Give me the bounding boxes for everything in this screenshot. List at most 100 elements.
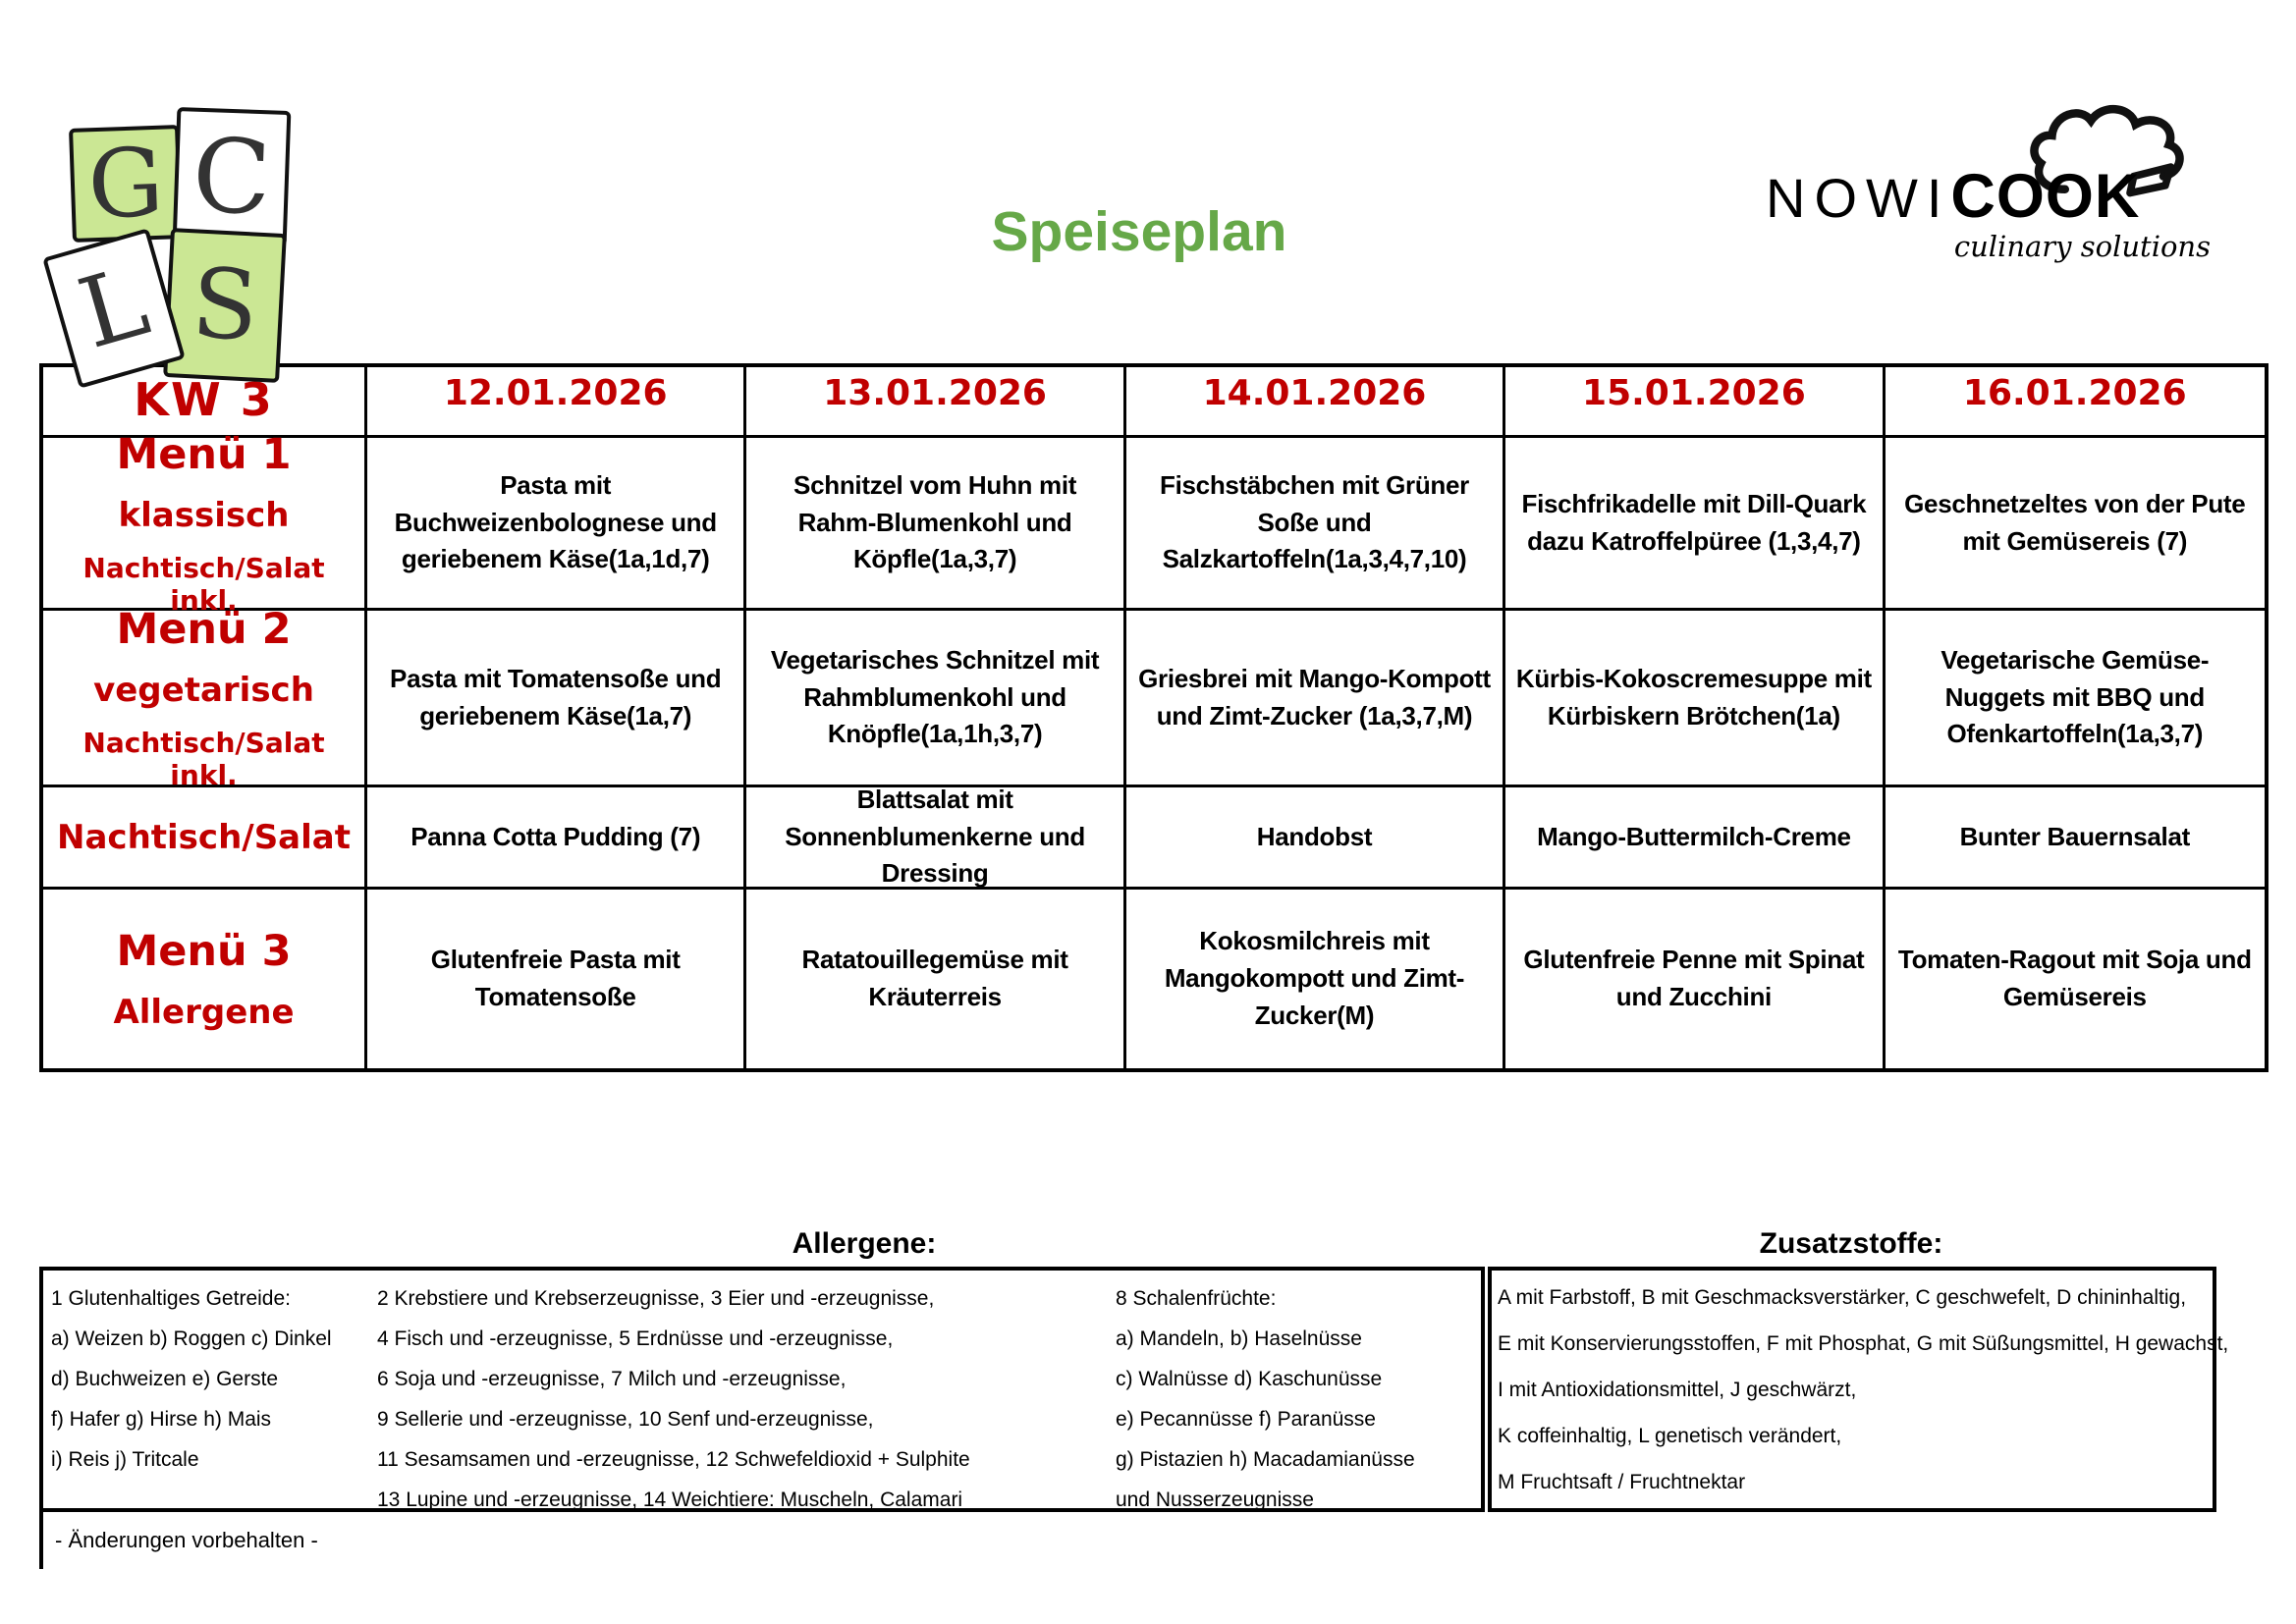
date-header-cell: 16.01.2026 xyxy=(1885,367,2265,438)
allergen-line: und Nusserzeugnisse xyxy=(1116,1489,1314,1511)
date-label: 12.01.2026 xyxy=(443,373,668,413)
changes-note: - Änderungen vorbehalten - xyxy=(39,1512,746,1569)
logo-tile-c: C xyxy=(172,107,292,246)
logo-letter: S xyxy=(189,247,261,363)
dish-cell: Mango-Buttermilch-Creme xyxy=(1505,787,1886,890)
dish-cell: Glutenfreie Pasta mit Tomatensoße xyxy=(367,890,747,1068)
dish-cell: Blattsalat mit Sonnenblumenkerne und Dre… xyxy=(746,785,1126,890)
additive-line: K coffeinhaltig, L genetisch verändert, xyxy=(1498,1425,1842,1447)
dish-cell: Vegetarisches Schnitzel mit Rahmblumenko… xyxy=(746,611,1126,787)
menu3-title: Menü 3 xyxy=(116,926,292,976)
menu1-title: Menü 1 xyxy=(116,429,292,479)
week-label: KW 3 xyxy=(134,373,274,426)
zusatzstoffe-box: A mit Farbstoff, B mit Geschmacksverstär… xyxy=(1488,1267,2228,1512)
row-label-menu1: Menü 1 klassisch Nachtisch/Salat inkl. xyxy=(43,430,367,617)
allergen-line: 2 Krebstiere und Krebserzeugnisse, 3 Eie… xyxy=(377,1287,935,1310)
allergen-line: c) Walnüsse d) Kaschunüsse xyxy=(1116,1368,1383,1390)
dish-text: Vegetarisches Schnitzel mit Rahmblumenko… xyxy=(770,644,1100,749)
dish-text: Blattsalat mit Sonnenblumenkerne und Dre… xyxy=(785,784,1085,889)
dish-cell: Panna Cotta Pudding (7) xyxy=(367,787,747,890)
dish-text: Fischfrikadelle mit Dill-Quark dazu Katr… xyxy=(1521,488,1867,556)
school-logo: G C L S xyxy=(42,93,298,389)
nowicook-tagline: culinary solutions xyxy=(1953,230,2211,263)
date-label: 16.01.2026 xyxy=(1962,373,2187,413)
menu1-subtitle: klassisch xyxy=(118,495,290,535)
logo-letter: G xyxy=(85,127,166,241)
date-label: 13.01.2026 xyxy=(823,373,1047,413)
dish-cell: Kokosmilchreis mit Mangokompott und Zimt… xyxy=(1126,890,1506,1068)
allergen-line: 1 Glutenhaltiges Getreide: xyxy=(51,1287,291,1310)
row-label-menu3: Menü 3 Allergene xyxy=(43,890,367,1068)
dish-text: Bunter Bauernsalat xyxy=(1959,821,2191,851)
menu2-subtitle: vegetarisch xyxy=(93,670,314,710)
dish-text: Tomaten-Ragout mit Soja und Gemüsereis xyxy=(1897,945,2252,1011)
date-label: 15.01.2026 xyxy=(1582,373,1806,413)
dish-cell: Tomaten-Ragout mit Soja und Gemüsereis xyxy=(1886,890,2265,1068)
date-label: 14.01.2026 xyxy=(1202,373,1427,413)
allergen-line: a) Weizen b) Roggen c) Dinkel xyxy=(51,1327,332,1350)
dish-text: Geschnetzeltes von der Pute mit Gemüsere… xyxy=(1904,488,2246,556)
allergen-line: d) Buchweizen e) Gerste xyxy=(51,1368,279,1390)
dish-text: Ratatouillegemüse mit Kräuterreis xyxy=(801,945,1068,1011)
dish-text: Schnitzel vom Huhn mit Rahm-Blumenkohl u… xyxy=(793,469,1077,574)
allergene-column-2: 2 Krebstiere und Krebserzeugnisse, 3 Eie… xyxy=(377,1278,970,1520)
logo-letter: C xyxy=(191,115,273,239)
allergen-line: f) Hafer g) Hirse h) Mais xyxy=(51,1408,272,1431)
allergen-line: 11 Sesamsamen und -erzeugnisse, 12 Schwe… xyxy=(377,1448,970,1471)
dish-text: Kürbis-Kokoscremesuppe mit Kürbiskern Br… xyxy=(1515,663,1872,731)
dish-cell: Fischfrikadelle mit Dill-Quark dazu Katr… xyxy=(1505,438,1886,611)
logo-letter: L xyxy=(68,245,160,371)
dish-text: Kokosmilchreis mit Mangokompott und Zimt… xyxy=(1164,926,1465,1030)
zusatzstoffe-heading: Zusatzstoffe: xyxy=(1759,1227,1943,1260)
dish-cell: Fischstäbchen mit Grüner Soße und Salzka… xyxy=(1125,438,1506,611)
menu-table: KW 3 12.01.2026 13.01.2026 14.01.2026 15… xyxy=(39,363,2269,1072)
chef-hat-icon xyxy=(2030,104,2184,197)
additive-line: E mit Konservierungsstoffen, F mit Phosp… xyxy=(1498,1332,2229,1355)
allergene-column-1: 1 Glutenhaltiges Getreide: a) Weizen b) … xyxy=(51,1278,332,1480)
nowicook-logo: NOWI COOK culinary solutions xyxy=(1766,104,2222,291)
dish-cell: Pasta mit Tomatensoße und geriebenem Käs… xyxy=(367,611,747,787)
allergen-line: 8 Schalenfrüchte: xyxy=(1116,1287,1277,1310)
dish-cell: Vegetarische Gemüse-Nuggets mit BBQ und … xyxy=(1885,611,2265,787)
allergen-line: 13 Lupine und -erzeugnisse, 14 Weichtier… xyxy=(377,1489,963,1511)
allergen-line: i) Reis j) Tritcale xyxy=(51,1448,199,1471)
allergen-line: 4 Fisch und -erzeugnisse, 5 Erdnüsse und… xyxy=(377,1327,894,1350)
row-label-dessert: Nachtisch/Salat xyxy=(43,787,367,890)
additive-line: I mit Antioxidationsmittel, J geschwärzt… xyxy=(1498,1379,1857,1401)
dish-text: Vegetarische Gemüse-Nuggets mit BBQ und … xyxy=(1941,644,2210,749)
allergen-line: a) Mandeln, b) Haselnüsse xyxy=(1116,1327,1362,1350)
dish-cell: Glutenfreie Penne mit Spinat und Zucchin… xyxy=(1505,890,1886,1068)
zusatzstoffe-lines: A mit Farbstoff, B mit Geschmacksverstär… xyxy=(1498,1274,2228,1505)
allergen-line: 9 Sellerie und -erzeugnisse, 10 Senf und… xyxy=(377,1408,874,1431)
dish-text: Mango-Buttermilch-Creme xyxy=(1537,821,1851,851)
allergen-line: e) Pecannüsse f) Paranüsse xyxy=(1116,1408,1376,1431)
dish-text: Handobst xyxy=(1256,821,1373,851)
allergene-box: 1 Glutenhaltiges Getreide: a) Weizen b) … xyxy=(39,1267,1485,1512)
dish-text: Fischstäbchen mit Grüner Soße und Salzka… xyxy=(1160,469,1469,574)
dish-text: Pasta mit Buchweizenbolognese und gerieb… xyxy=(394,469,718,574)
logo-tile-g: G xyxy=(69,125,183,243)
cook-text: COOK xyxy=(1950,162,2141,231)
dish-cell: Bunter Bauernsalat xyxy=(1885,787,2265,890)
dish-cell: Pasta mit Buchweizenbolognese und gerieb… xyxy=(367,438,747,611)
allergen-line: 6 Soja und -erzeugnisse, 7 Milch und -er… xyxy=(377,1368,847,1390)
dish-cell: Geschnetzeltes von der Pute mit Gemüsere… xyxy=(1885,438,2265,611)
dish-cell: Kürbis-Kokoscremesuppe mit Kürbiskern Br… xyxy=(1505,611,1886,787)
dessert-title: Nachtisch/Salat xyxy=(57,817,351,857)
dish-text: Panna Cotta Pudding (7) xyxy=(410,821,701,851)
date-header-cell: 12.01.2026 xyxy=(367,367,747,438)
date-header-cell: 14.01.2026 xyxy=(1125,367,1506,438)
row-label-menu2: Menü 2 vegetarisch Nachtisch/Salat inkl. xyxy=(43,605,367,791)
dish-cell: Griesbrei mit Mango-Kompott und Zimt-Zuc… xyxy=(1125,611,1506,787)
date-header-cell: 15.01.2026 xyxy=(1505,367,1886,438)
menu1-note: Nachtisch/Salat inkl. xyxy=(82,551,325,617)
nowicook-wordmark: NOWI COOK xyxy=(1766,161,2222,232)
logo-tile-s: S xyxy=(163,228,287,383)
allergene-column-3: 8 Schalenfrüchte: a) Mandeln, b) Haselnü… xyxy=(1116,1278,1415,1520)
allergene-heading: Allergene: xyxy=(792,1227,937,1260)
week-header-cell: KW 3 xyxy=(43,367,367,438)
dish-cell: Ratatouillegemüse mit Kräuterreis xyxy=(746,890,1126,1068)
nowi-text: NOWI xyxy=(1766,167,1951,229)
menu2-title: Menü 2 xyxy=(116,604,292,654)
